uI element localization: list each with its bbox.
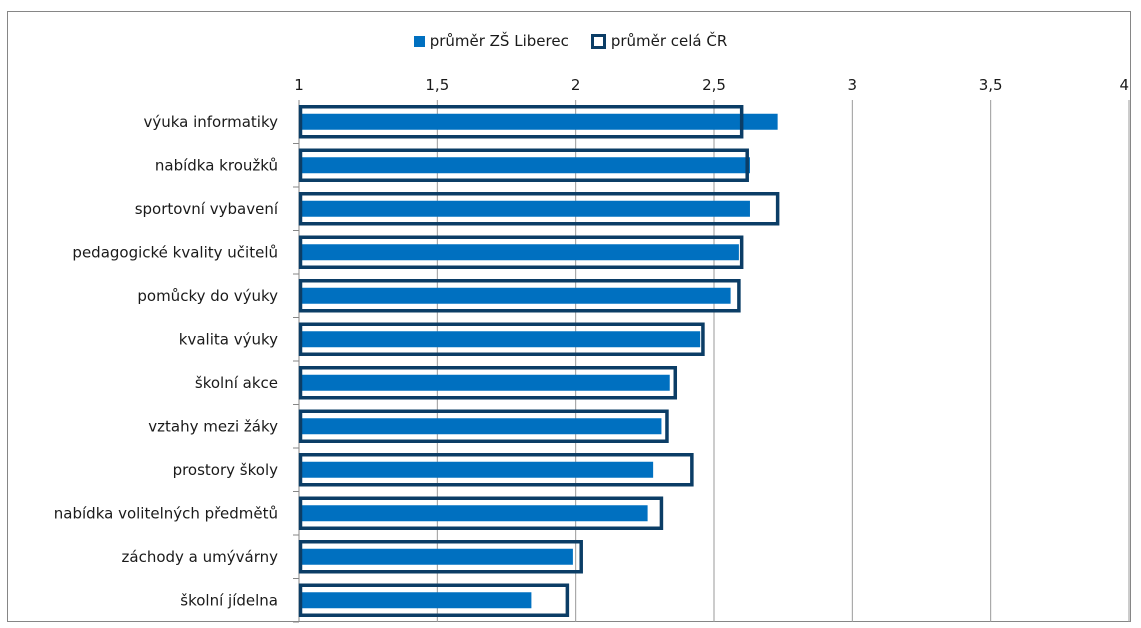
x-tick-label: 3 (848, 76, 858, 94)
category-label: sportovní vybavení (135, 200, 279, 218)
category-label: školní jídelna (180, 591, 278, 609)
bar-liberec (299, 157, 750, 174)
bar-liberec (299, 331, 701, 348)
x-tick-label: 2,5 (702, 76, 726, 94)
category-label: výuka informatiky (143, 113, 278, 131)
legend-swatch-liberec (413, 35, 425, 47)
bar-cr (298, 322, 705, 356)
bar-cr (298, 192, 780, 226)
x-tick-label: 2 (571, 76, 581, 94)
bar-liberec (299, 505, 648, 522)
category-label: nabídka volitelných předmětů (54, 504, 278, 522)
x-tick-label: 1 (294, 76, 304, 94)
legend-swatch-cr (590, 33, 606, 49)
bar-liberec (299, 287, 731, 304)
legend: průměr ZŠ Liberec průměr celá ČR (0, 32, 1141, 50)
legend-item-cr: průměr celá ČR (590, 32, 728, 50)
category-label: prostory školy (173, 461, 279, 479)
category-label: pedagogické kvality učitelů (72, 243, 278, 261)
bar-cr (298, 105, 744, 139)
bar-cr (298, 409, 669, 443)
bar-cr (298, 540, 583, 574)
bar-liberec (299, 592, 532, 609)
bar-liberec (299, 418, 662, 435)
bar-liberec (299, 461, 654, 478)
x-tick-label: 1,5 (425, 76, 449, 94)
bar-liberec (299, 200, 750, 217)
category-label: pomůcky do výuky (137, 287, 278, 305)
bar-cr (298, 453, 694, 487)
bar-cr (298, 279, 741, 313)
chart-frame (7, 11, 1131, 622)
bar-cr (298, 148, 749, 182)
category-label: vztahy mezi žáky (148, 417, 278, 435)
bar-liberec (299, 113, 778, 130)
bar-cr (298, 235, 744, 269)
legend-label-liberec: průměr ZŠ Liberec (429, 32, 569, 50)
bar-cr (298, 496, 664, 530)
category-label: záchody a umývárny (122, 548, 279, 566)
category-label: nabídka kroužků (155, 156, 278, 174)
bar-liberec (299, 548, 573, 565)
x-tick-label: 3,5 (979, 76, 1003, 94)
legend-item-liberec: průměr ZŠ Liberec (413, 32, 569, 50)
bar-liberec (299, 374, 670, 391)
x-tick-label: 4 (1119, 76, 1129, 94)
category-label: kvalita výuky (179, 330, 278, 348)
bar-cr (298, 366, 678, 400)
category-label: školní akce (195, 374, 278, 392)
legend-label-cr: průměr celá ČR (610, 32, 728, 50)
bar-liberec (299, 244, 739, 261)
bar-cr (298, 583, 570, 617)
